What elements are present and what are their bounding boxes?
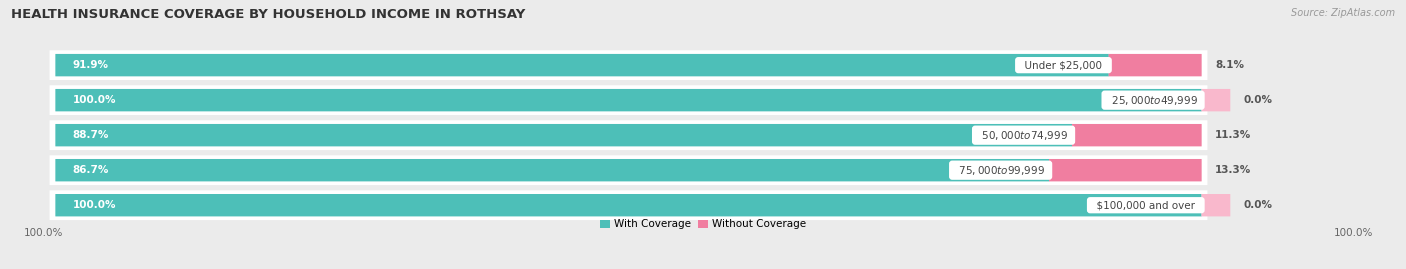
Text: 100.0%: 100.0%: [1334, 228, 1374, 238]
FancyBboxPatch shape: [1108, 54, 1202, 76]
FancyBboxPatch shape: [49, 85, 1208, 115]
FancyBboxPatch shape: [49, 190, 1208, 220]
Text: 100.0%: 100.0%: [24, 228, 63, 238]
FancyBboxPatch shape: [49, 50, 1208, 80]
FancyBboxPatch shape: [1201, 89, 1230, 111]
FancyBboxPatch shape: [55, 124, 1073, 146]
Text: Source: ZipAtlas.com: Source: ZipAtlas.com: [1291, 8, 1395, 18]
FancyBboxPatch shape: [49, 120, 1208, 150]
Text: 0.0%: 0.0%: [1244, 95, 1272, 105]
FancyBboxPatch shape: [49, 155, 1208, 185]
FancyBboxPatch shape: [55, 89, 1202, 111]
Text: Under $25,000: Under $25,000: [1018, 60, 1109, 70]
FancyBboxPatch shape: [55, 54, 1109, 76]
Text: 13.3%: 13.3%: [1215, 165, 1251, 175]
Text: 86.7%: 86.7%: [73, 165, 110, 175]
Text: 0.0%: 0.0%: [1244, 200, 1272, 210]
Text: 8.1%: 8.1%: [1215, 60, 1244, 70]
Text: $50,000 to $74,999: $50,000 to $74,999: [976, 129, 1071, 142]
FancyBboxPatch shape: [1201, 194, 1230, 216]
FancyBboxPatch shape: [55, 194, 1202, 216]
Text: 11.3%: 11.3%: [1215, 130, 1251, 140]
Legend: With Coverage, Without Coverage: With Coverage, Without Coverage: [600, 220, 806, 229]
FancyBboxPatch shape: [1071, 124, 1202, 146]
Text: 91.9%: 91.9%: [73, 60, 108, 70]
Text: HEALTH INSURANCE COVERAGE BY HOUSEHOLD INCOME IN ROTHSAY: HEALTH INSURANCE COVERAGE BY HOUSEHOLD I…: [11, 8, 526, 21]
Text: $100,000 and over: $100,000 and over: [1090, 200, 1202, 210]
FancyBboxPatch shape: [1049, 159, 1202, 181]
Text: $25,000 to $49,999: $25,000 to $49,999: [1105, 94, 1202, 107]
Text: 100.0%: 100.0%: [73, 200, 117, 210]
Text: 88.7%: 88.7%: [73, 130, 110, 140]
Text: $75,000 to $99,999: $75,000 to $99,999: [952, 164, 1049, 177]
FancyBboxPatch shape: [55, 159, 1049, 181]
Text: 100.0%: 100.0%: [73, 95, 117, 105]
